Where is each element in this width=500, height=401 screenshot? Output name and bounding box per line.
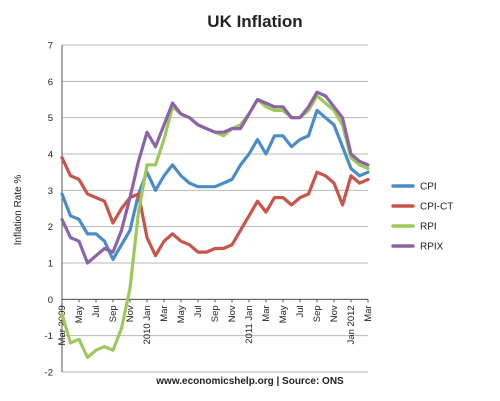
y-tick-label: 1 (48, 259, 53, 270)
x-tick-labels: Mar 2009 May Jul Sep Nov 2010 Jan Mar May Jul Sep… (57, 305, 374, 345)
y-tick-label: 7 (48, 41, 53, 52)
series-line-cpi (60, 108, 370, 261)
y-tick-label: 2 (48, 222, 53, 233)
x-tick-label: Jul (295, 305, 306, 317)
x-tick-label: Nov (227, 305, 238, 322)
series-line-cpi-ct (60, 156, 370, 258)
y-tick-label: -1 (45, 331, 53, 342)
y-axis-label: Inflation Rate % (13, 175, 24, 246)
x-tick-label: May (278, 305, 289, 323)
series-lines (60, 90, 370, 360)
source-footer: www.economicshelp.org | Source: ONS (155, 376, 344, 387)
x-tick-label: 2010 Jan (142, 305, 153, 344)
x-tick-label: May (74, 305, 85, 323)
y-tick-label: -2 (45, 368, 53, 379)
y-tick-label: 0 (48, 295, 53, 306)
y-tick-label: 6 (48, 77, 53, 88)
y-tick-label: 4 (48, 150, 53, 161)
x-tick-label: Nov (329, 305, 340, 322)
x-tick-label: Mar (363, 305, 374, 321)
x-tick-label: Mar (159, 305, 170, 321)
x-tick-label: May (176, 305, 187, 323)
legend-label-cpi: CPI (420, 182, 437, 193)
legend-label-rpi: RPI (420, 222, 437, 233)
x-tick-label: Sep (312, 305, 323, 322)
x-tick-label: Mar 2009 (57, 305, 68, 345)
x-tick-label: 2011 Jan (244, 305, 255, 343)
y-tick-label: 5 (48, 113, 53, 124)
x-tick-label: Sep (210, 305, 221, 322)
x-tick-label: Jul (193, 305, 204, 317)
legend: CPI CPI-CT RPI RPIX (391, 182, 453, 253)
x-tick-label: Jan 2012 (346, 305, 357, 344)
y-tick-label: 3 (48, 186, 53, 197)
chart-title: UK Inflation (207, 12, 302, 31)
series-line-rpix (60, 90, 370, 265)
y-tick-labels: -2 -1 0 1 2 3 4 5 6 7 (45, 41, 53, 379)
legend-label-cpi-ct: CPI-CT (420, 202, 453, 213)
legend-label-rpix: RPIX (420, 242, 444, 253)
x-tick-label: Nov (125, 305, 136, 322)
x-tick-label: Mar (261, 305, 272, 321)
x-tick-label: Jul (91, 305, 102, 317)
x-tick-label: Sep (108, 305, 119, 322)
